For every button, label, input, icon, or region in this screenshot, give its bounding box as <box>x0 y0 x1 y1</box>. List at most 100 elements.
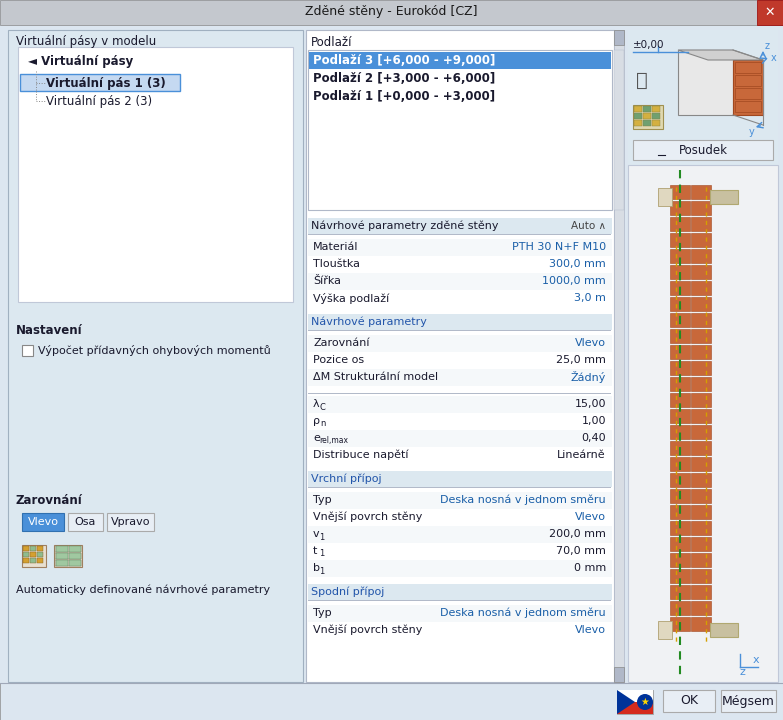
Bar <box>721 690 776 712</box>
Bar <box>308 50 612 210</box>
Bar <box>670 505 690 519</box>
Text: 1: 1 <box>319 567 324 575</box>
Bar <box>643 120 651 126</box>
Bar <box>670 393 690 407</box>
Bar <box>68 513 103 531</box>
Bar <box>691 233 711 247</box>
Bar <box>56 546 68 552</box>
Bar <box>670 217 690 231</box>
Bar <box>735 62 761 73</box>
Text: 1000,0 mm: 1000,0 mm <box>543 276 606 286</box>
Bar <box>30 558 36 563</box>
Bar <box>670 297 690 311</box>
Text: t: t <box>313 546 317 556</box>
Text: Výpočet přídavných ohybových momentů: Výpočet přídavných ohybových momentů <box>38 346 271 356</box>
Bar <box>691 185 711 199</box>
Bar <box>670 313 690 327</box>
Bar <box>308 471 612 487</box>
Text: Mégsem: Mégsem <box>722 695 774 708</box>
Bar <box>308 526 612 543</box>
Bar <box>670 185 690 199</box>
Bar <box>658 188 672 206</box>
Text: n: n <box>320 420 326 428</box>
Bar <box>691 393 711 407</box>
Bar <box>308 369 612 386</box>
Bar <box>56 553 68 559</box>
Text: 300,0 mm: 300,0 mm <box>549 259 606 269</box>
Bar <box>18 47 293 302</box>
Text: Vlevo: Vlevo <box>575 512 606 522</box>
Text: 200,0 mm: 200,0 mm <box>549 529 606 539</box>
Bar <box>0 0 783 25</box>
Polygon shape <box>617 690 635 714</box>
Bar <box>23 552 29 557</box>
Bar <box>670 521 690 535</box>
Text: Deska nosná v jednom směru: Deska nosná v jednom směru <box>440 495 606 505</box>
Bar <box>691 425 711 439</box>
Text: PTH 30 N+F M10: PTH 30 N+F M10 <box>512 242 606 252</box>
Bar <box>670 201 690 215</box>
Bar <box>20 74 180 91</box>
Text: Návrhové parametry: Návrhové parametry <box>311 317 427 328</box>
Text: Pozice os: Pozice os <box>313 355 364 365</box>
Bar <box>670 473 690 487</box>
Text: 1: 1 <box>319 533 324 541</box>
Bar <box>617 690 653 714</box>
Bar <box>54 545 82 567</box>
Bar <box>670 553 690 567</box>
Text: Deska nosná v jednom směru: Deska nosná v jednom směru <box>440 608 606 618</box>
Bar <box>308 314 612 330</box>
Bar <box>691 553 711 567</box>
Bar <box>710 623 738 637</box>
Bar <box>691 473 711 487</box>
Text: Automaticky definované návrhové parametry: Automaticky definované návrhové parametr… <box>16 585 270 595</box>
Text: Výška podlaží: Výška podlaží <box>313 292 389 304</box>
Bar <box>670 489 690 503</box>
Bar <box>670 281 690 295</box>
Text: z: z <box>740 667 746 677</box>
Bar <box>733 60 763 115</box>
Bar <box>691 505 711 519</box>
Bar <box>55 553 81 559</box>
Bar <box>735 101 761 112</box>
Bar <box>670 537 690 551</box>
Bar <box>652 120 660 126</box>
Bar <box>691 297 711 311</box>
Text: Virtuální pásy v modelu: Virtuální pásy v modelu <box>16 35 157 48</box>
Bar <box>308 492 612 509</box>
Bar <box>614 50 624 210</box>
Bar <box>30 552 36 557</box>
Text: Zděné stěny - Eurokód [CZ]: Zděné stěny - Eurokód [CZ] <box>305 6 478 19</box>
Text: Návrhové parametry zděné stěny: Návrhové parametry zděné stěny <box>311 221 499 231</box>
Text: Osa: Osa <box>75 517 96 527</box>
Bar <box>308 430 612 447</box>
Text: Tlouštka: Tlouštka <box>313 259 360 269</box>
Text: Vlevo: Vlevo <box>27 517 59 527</box>
Text: Podlaží 1 [+0,000 - +3,000]: Podlaží 1 [+0,000 - +3,000] <box>313 89 495 102</box>
Bar <box>643 113 651 119</box>
Bar <box>634 113 642 119</box>
Text: Lineárně: Lineárně <box>557 450 606 460</box>
Text: Nastavení: Nastavení <box>16 323 83 336</box>
Text: Vrchní přípoj: Vrchní přípoj <box>311 474 381 485</box>
Bar <box>691 585 711 599</box>
Text: Zarovnání: Zarovnání <box>313 338 370 348</box>
Bar <box>670 409 690 423</box>
Text: v: v <box>313 529 319 539</box>
Text: Vnější povrch stěny: Vnější povrch stěny <box>313 625 422 635</box>
Text: 0,40: 0,40 <box>581 433 606 443</box>
Bar <box>691 249 711 263</box>
Bar <box>308 396 612 413</box>
Bar <box>37 558 43 563</box>
Text: Žádný: Žádný <box>571 371 606 383</box>
Bar <box>670 425 690 439</box>
Text: 1,00: 1,00 <box>582 416 606 426</box>
Bar <box>663 690 715 712</box>
Bar <box>670 233 690 247</box>
Bar <box>628 165 778 682</box>
Bar <box>69 553 81 559</box>
Bar <box>691 521 711 535</box>
Text: e: e <box>313 433 320 443</box>
Text: ±0,00: ±0,00 <box>633 40 665 50</box>
Text: Auto ∧: Auto ∧ <box>571 221 606 231</box>
